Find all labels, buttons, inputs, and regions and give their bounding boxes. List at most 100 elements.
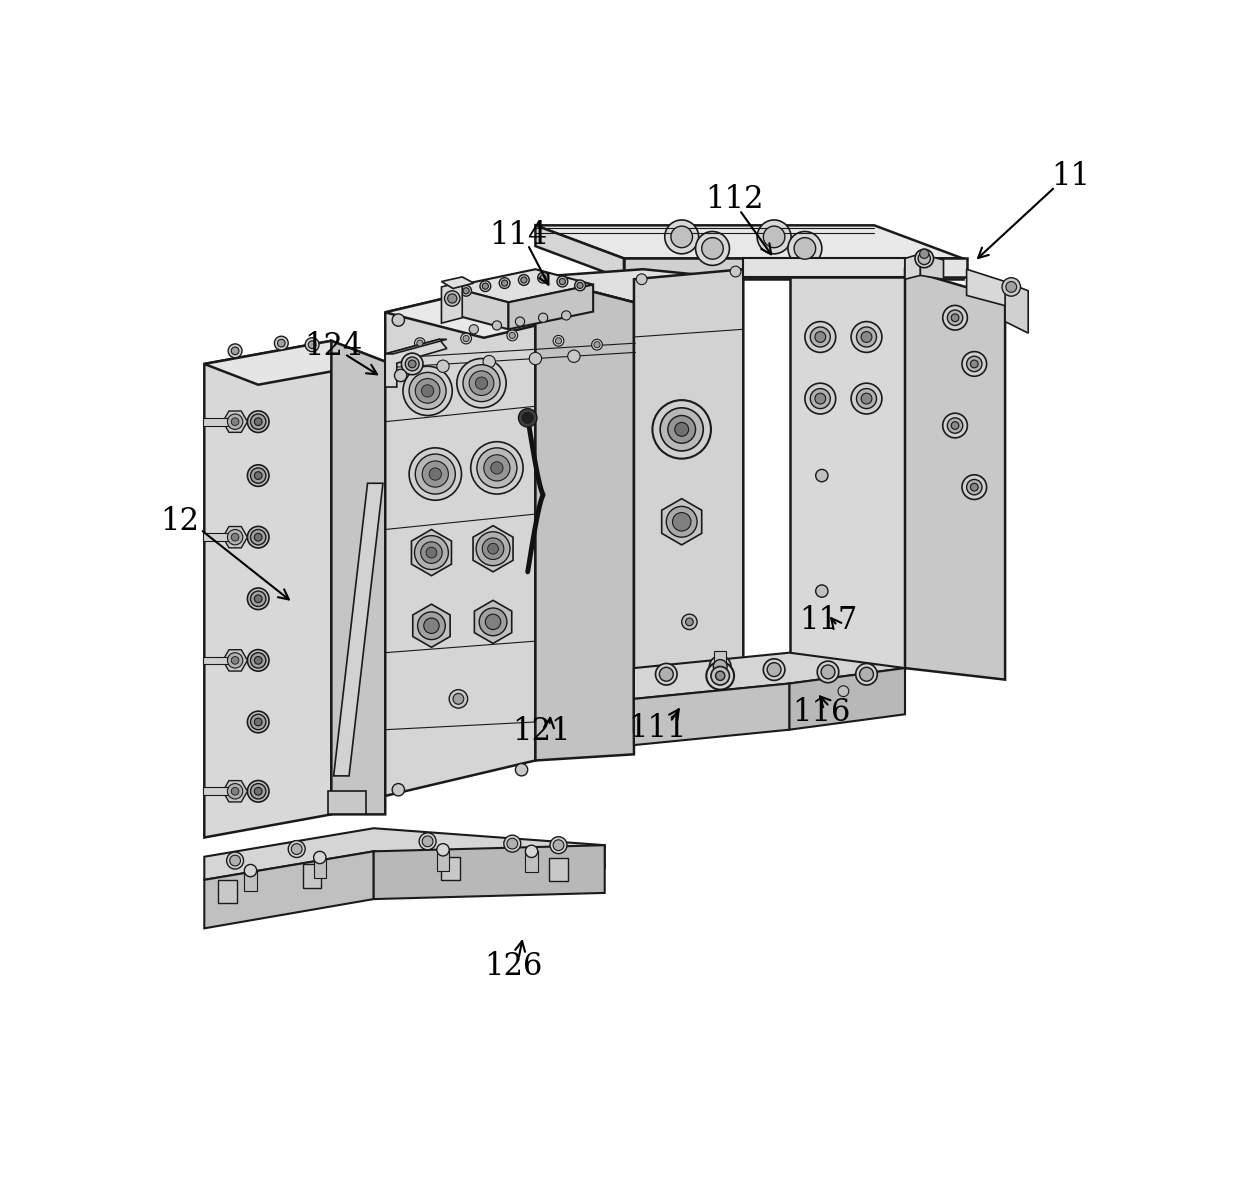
- Polygon shape: [714, 651, 727, 668]
- Polygon shape: [244, 870, 257, 891]
- Circle shape: [660, 667, 673, 681]
- Circle shape: [463, 336, 469, 342]
- Polygon shape: [386, 277, 536, 796]
- Circle shape: [861, 331, 872, 342]
- Polygon shape: [441, 277, 474, 289]
- Circle shape: [538, 313, 548, 323]
- Polygon shape: [790, 668, 905, 730]
- Circle shape: [915, 249, 934, 267]
- Text: 111: 111: [627, 713, 686, 744]
- Circle shape: [475, 377, 487, 389]
- Circle shape: [492, 320, 501, 330]
- Circle shape: [918, 253, 930, 265]
- Polygon shape: [218, 880, 237, 903]
- Polygon shape: [508, 284, 593, 329]
- Circle shape: [810, 389, 831, 408]
- Circle shape: [920, 249, 929, 259]
- Circle shape: [516, 763, 528, 775]
- Circle shape: [479, 608, 507, 636]
- Circle shape: [254, 787, 262, 795]
- Circle shape: [477, 448, 517, 488]
- Circle shape: [248, 588, 269, 609]
- Circle shape: [711, 667, 729, 685]
- Circle shape: [707, 662, 734, 690]
- Circle shape: [538, 272, 548, 283]
- Polygon shape: [386, 277, 634, 338]
- Polygon shape: [412, 530, 451, 576]
- Circle shape: [594, 342, 600, 348]
- Circle shape: [405, 358, 419, 371]
- Circle shape: [529, 353, 542, 365]
- Circle shape: [947, 418, 962, 433]
- Circle shape: [288, 840, 305, 857]
- Circle shape: [859, 667, 873, 681]
- Circle shape: [314, 851, 326, 863]
- Text: 114: 114: [490, 220, 548, 250]
- Circle shape: [656, 663, 677, 685]
- Polygon shape: [205, 851, 373, 928]
- Circle shape: [857, 327, 877, 347]
- Polygon shape: [634, 653, 905, 698]
- Polygon shape: [413, 604, 450, 648]
- Circle shape: [403, 366, 453, 415]
- Circle shape: [709, 656, 732, 678]
- Circle shape: [672, 513, 691, 531]
- Polygon shape: [905, 270, 1006, 679]
- Circle shape: [482, 538, 503, 560]
- Circle shape: [660, 408, 703, 452]
- Circle shape: [816, 470, 828, 482]
- Circle shape: [951, 421, 959, 430]
- Circle shape: [1006, 282, 1017, 293]
- Polygon shape: [549, 858, 568, 881]
- Polygon shape: [743, 259, 905, 277]
- Circle shape: [947, 309, 962, 325]
- Polygon shape: [634, 684, 790, 745]
- Circle shape: [851, 321, 882, 353]
- Circle shape: [816, 585, 828, 597]
- Circle shape: [463, 288, 469, 294]
- Circle shape: [516, 281, 528, 293]
- Polygon shape: [967, 270, 1013, 308]
- Circle shape: [229, 855, 241, 866]
- Circle shape: [652, 400, 711, 459]
- Circle shape: [758, 220, 791, 254]
- Polygon shape: [441, 282, 463, 323]
- Circle shape: [794, 237, 816, 259]
- Circle shape: [250, 530, 265, 545]
- Circle shape: [244, 864, 257, 877]
- Circle shape: [484, 355, 495, 367]
- Circle shape: [415, 378, 440, 403]
- Circle shape: [768, 662, 781, 677]
- Circle shape: [480, 281, 491, 291]
- Circle shape: [491, 461, 503, 474]
- Circle shape: [516, 317, 525, 326]
- Circle shape: [227, 414, 243, 430]
- Polygon shape: [662, 498, 702, 545]
- Circle shape: [453, 694, 464, 704]
- Circle shape: [469, 371, 494, 395]
- Circle shape: [228, 344, 242, 358]
- Circle shape: [250, 784, 265, 799]
- Circle shape: [730, 713, 742, 724]
- Circle shape: [415, 454, 455, 494]
- Text: 117: 117: [799, 604, 857, 636]
- Circle shape: [231, 656, 239, 665]
- Polygon shape: [373, 845, 605, 899]
- Circle shape: [715, 671, 725, 680]
- Circle shape: [392, 784, 404, 796]
- Polygon shape: [205, 341, 331, 838]
- Circle shape: [461, 285, 471, 296]
- Circle shape: [227, 653, 243, 668]
- Polygon shape: [436, 850, 449, 870]
- Circle shape: [409, 448, 461, 500]
- Polygon shape: [743, 259, 967, 277]
- Text: 116: 116: [792, 697, 851, 728]
- Circle shape: [591, 340, 603, 350]
- Circle shape: [250, 468, 265, 483]
- Circle shape: [436, 844, 449, 856]
- Circle shape: [851, 383, 882, 414]
- Polygon shape: [334, 483, 383, 775]
- Circle shape: [463, 365, 500, 402]
- Circle shape: [857, 389, 877, 408]
- Circle shape: [553, 336, 564, 347]
